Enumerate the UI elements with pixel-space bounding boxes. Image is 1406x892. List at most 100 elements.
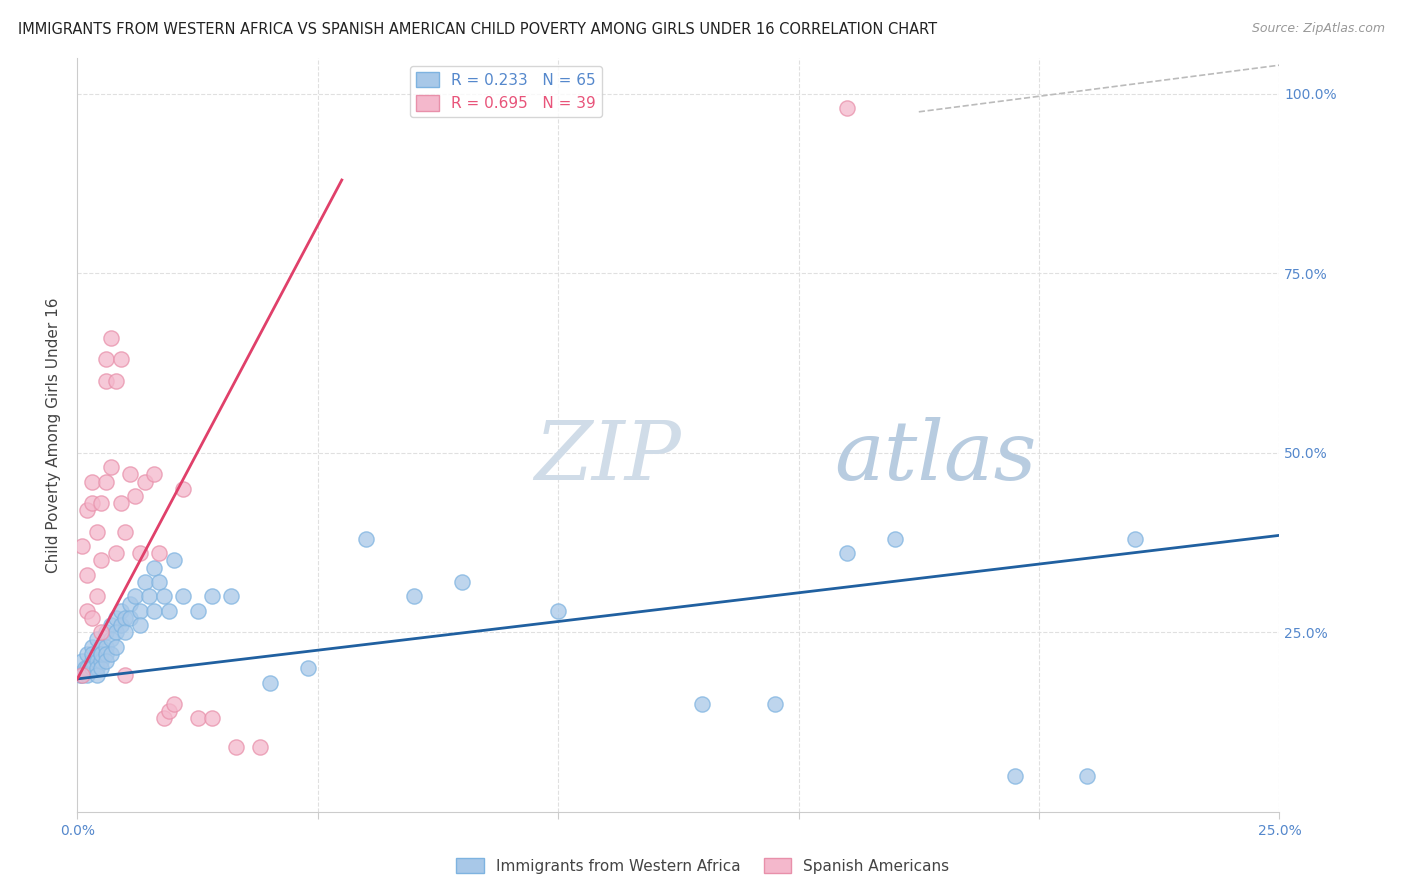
Point xyxy=(104,546,127,560)
Point xyxy=(402,590,425,604)
Point xyxy=(86,632,108,647)
Point xyxy=(883,532,905,546)
Text: Source: ZipAtlas.com: Source: ZipAtlas.com xyxy=(1251,22,1385,36)
Point xyxy=(114,668,136,682)
Point xyxy=(90,640,112,654)
Point xyxy=(90,647,112,661)
Point xyxy=(249,740,271,755)
Point xyxy=(219,590,242,604)
Point xyxy=(104,611,127,625)
Point xyxy=(162,697,184,711)
Point xyxy=(143,467,166,482)
Point xyxy=(187,711,209,725)
Legend: Immigrants from Western Africa, Spanish Americans: Immigrants from Western Africa, Spanish … xyxy=(450,852,956,880)
Point xyxy=(70,654,93,668)
Point xyxy=(96,640,118,654)
Point xyxy=(96,475,118,489)
Point xyxy=(114,524,136,539)
Point xyxy=(70,668,93,682)
Point xyxy=(80,647,103,661)
Point xyxy=(96,647,118,661)
Point xyxy=(297,661,319,675)
Point xyxy=(124,489,146,503)
Y-axis label: Child Poverty Among Girls Under 16: Child Poverty Among Girls Under 16 xyxy=(46,297,62,573)
Point xyxy=(86,590,108,604)
Point xyxy=(86,668,108,682)
Point xyxy=(201,590,224,604)
Point xyxy=(100,618,122,632)
Text: IMMIGRANTS FROM WESTERN AFRICA VS SPANISH AMERICAN CHILD POVERTY AMONG GIRLS UND: IMMIGRANTS FROM WESTERN AFRICA VS SPANIS… xyxy=(18,22,938,37)
Point xyxy=(96,625,118,640)
Point xyxy=(86,647,108,661)
Point xyxy=(96,654,118,668)
Point xyxy=(134,475,156,489)
Point xyxy=(835,546,858,560)
Point xyxy=(110,618,132,632)
Point xyxy=(114,611,136,625)
Point xyxy=(70,539,93,553)
Point xyxy=(143,560,166,574)
Point xyxy=(172,590,194,604)
Point xyxy=(148,546,170,560)
Point xyxy=(124,590,146,604)
Point xyxy=(86,524,108,539)
Point xyxy=(172,482,194,496)
Point xyxy=(153,711,176,725)
Point xyxy=(90,654,112,668)
Point xyxy=(201,711,224,725)
Point xyxy=(76,604,98,618)
Point xyxy=(1076,769,1098,783)
Point xyxy=(80,496,103,510)
Point xyxy=(138,590,160,604)
Legend: R = 0.233   N = 65, R = 0.695   N = 39: R = 0.233 N = 65, R = 0.695 N = 39 xyxy=(409,66,602,118)
Point xyxy=(157,604,180,618)
Point xyxy=(73,661,96,675)
Point xyxy=(80,661,103,675)
Point xyxy=(120,467,142,482)
Point xyxy=(100,331,122,345)
Point xyxy=(104,640,127,654)
Point xyxy=(128,546,150,560)
Point xyxy=(80,640,103,654)
Point xyxy=(120,611,142,625)
Point xyxy=(110,496,132,510)
Point xyxy=(153,590,176,604)
Point xyxy=(90,647,112,661)
Point xyxy=(148,574,170,589)
Point xyxy=(76,668,98,682)
Point xyxy=(162,553,184,567)
Point xyxy=(110,604,132,618)
Point xyxy=(90,661,112,675)
Point xyxy=(354,532,377,546)
Point xyxy=(70,668,93,682)
Point xyxy=(451,574,474,589)
Point xyxy=(90,496,112,510)
Point xyxy=(80,611,103,625)
Point xyxy=(114,625,136,640)
Point xyxy=(96,352,118,367)
Point xyxy=(143,604,166,618)
Point xyxy=(120,597,142,611)
Point xyxy=(96,374,118,388)
Point xyxy=(157,704,180,718)
Point xyxy=(259,675,281,690)
Point xyxy=(225,740,247,755)
Point xyxy=(128,618,150,632)
Point xyxy=(76,567,98,582)
Point xyxy=(76,647,98,661)
Point xyxy=(80,654,103,668)
Point xyxy=(692,697,714,711)
Point xyxy=(110,352,132,367)
Point xyxy=(69,668,91,682)
Point xyxy=(1123,532,1146,546)
Point xyxy=(128,604,150,618)
Point xyxy=(86,661,108,675)
Point xyxy=(763,697,786,711)
Point xyxy=(76,503,98,517)
Point xyxy=(100,632,122,647)
Text: ZIP: ZIP xyxy=(534,417,681,498)
Point xyxy=(90,625,112,640)
Point xyxy=(100,647,122,661)
Point xyxy=(187,604,209,618)
Point xyxy=(100,460,122,475)
